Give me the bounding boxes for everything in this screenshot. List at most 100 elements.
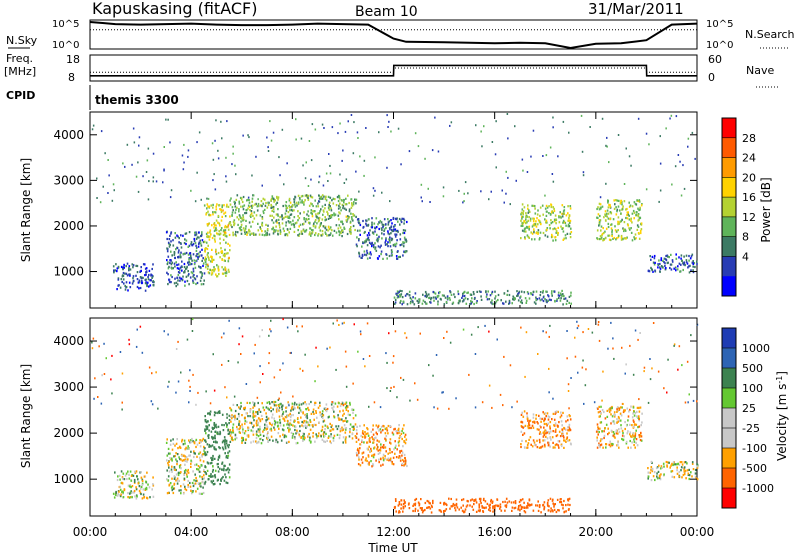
echo-cell bbox=[176, 463, 178, 466]
echo-cell bbox=[238, 210, 240, 213]
echo-cell bbox=[538, 238, 541, 241]
echo-cell bbox=[133, 478, 136, 482]
echo-cell bbox=[184, 238, 186, 241]
echo-cell bbox=[397, 295, 399, 298]
echo-cell bbox=[395, 456, 398, 459]
echo-cell bbox=[609, 205, 611, 208]
echo-cell bbox=[303, 432, 305, 436]
echo-cell bbox=[427, 506, 429, 509]
echo-cell bbox=[363, 174, 365, 177]
echo-cell bbox=[137, 161, 139, 164]
echo-cell bbox=[465, 302, 468, 305]
echo-cell bbox=[171, 489, 174, 492]
echo-cell bbox=[117, 278, 120, 281]
echo-cell bbox=[136, 328, 138, 331]
echo-cell bbox=[167, 452, 170, 455]
echo-cell bbox=[121, 280, 123, 284]
echo-cell bbox=[617, 420, 619, 423]
echo-cell bbox=[214, 240, 216, 243]
echo-cell bbox=[175, 473, 178, 476]
echo-cell bbox=[219, 208, 221, 211]
echo-cell bbox=[273, 428, 276, 431]
echo-cell bbox=[647, 401, 650, 404]
echo-cell bbox=[290, 409, 292, 412]
echo-cell bbox=[191, 330, 194, 332]
echo-cell bbox=[550, 203, 552, 206]
echo-cell bbox=[177, 235, 179, 238]
echo-cell bbox=[518, 505, 520, 508]
echo-cell bbox=[528, 424, 531, 427]
echo-cell bbox=[525, 222, 527, 225]
echo-cell bbox=[648, 270, 651, 273]
echo-cell bbox=[513, 296, 515, 299]
echo-cell bbox=[170, 232, 172, 235]
echo-cell bbox=[490, 498, 493, 502]
echo-cell bbox=[638, 417, 640, 421]
echo-cell bbox=[218, 230, 220, 233]
echo-cell bbox=[217, 221, 219, 224]
echo-cell bbox=[553, 508, 556, 511]
echo-cell bbox=[192, 281, 195, 284]
echo-cell bbox=[507, 176, 509, 179]
echo-cell bbox=[362, 225, 365, 229]
echo-cell bbox=[339, 122, 341, 125]
echo-cell bbox=[362, 241, 364, 244]
echo-cell bbox=[444, 296, 447, 299]
echo-cell bbox=[404, 229, 407, 232]
echo-cell bbox=[347, 194, 349, 197]
echo-cell bbox=[671, 475, 674, 478]
echo-cell bbox=[296, 204, 298, 207]
echo-cell bbox=[241, 441, 243, 444]
echo-cell bbox=[130, 490, 132, 493]
echo-cell bbox=[172, 491, 175, 495]
echo-cell bbox=[343, 207, 346, 210]
echo-cell bbox=[209, 214, 212, 217]
echo-cell bbox=[380, 250, 383, 253]
echo-cell bbox=[166, 271, 168, 274]
echo-cell bbox=[138, 136, 141, 139]
echo-cell bbox=[206, 223, 209, 226]
echo-cell bbox=[339, 212, 341, 215]
echo-cell bbox=[151, 267, 153, 271]
echo-cell bbox=[568, 426, 570, 429]
echo-cell bbox=[176, 460, 178, 463]
echo-cell bbox=[253, 404, 255, 407]
echo-cell bbox=[371, 465, 373, 468]
echo-cell bbox=[539, 214, 541, 217]
echo-cell bbox=[220, 336, 223, 339]
echo-cell bbox=[680, 461, 683, 464]
echo-cell bbox=[260, 414, 263, 417]
echo-cell bbox=[341, 418, 343, 421]
echo-cell bbox=[671, 259, 674, 262]
echo-cell bbox=[141, 482, 144, 485]
echo-cell bbox=[132, 277, 134, 280]
echo-cell bbox=[517, 293, 519, 296]
echo-cell bbox=[287, 220, 290, 223]
echo-cell bbox=[520, 505, 523, 508]
echo-cell bbox=[568, 295, 571, 298]
echo-cell bbox=[176, 263, 178, 267]
echo-cell bbox=[319, 404, 321, 407]
echo-cell bbox=[273, 200, 275, 203]
echo-cell bbox=[543, 508, 545, 511]
echo-cell bbox=[326, 439, 328, 442]
echo-cell bbox=[508, 500, 511, 503]
echo-cell bbox=[640, 431, 642, 434]
echo-cell bbox=[681, 476, 683, 479]
echo-cell bbox=[448, 407, 450, 410]
echo-cell bbox=[198, 452, 200, 455]
echo-cell bbox=[306, 417, 309, 420]
echo-cell bbox=[679, 160, 681, 163]
echo-cell bbox=[536, 504, 539, 507]
echo-cell bbox=[208, 474, 210, 478]
nave-tick-top: 60 bbox=[708, 53, 722, 66]
echo-cell bbox=[223, 229, 225, 232]
echo-cell bbox=[526, 171, 529, 173]
echo-cell bbox=[626, 223, 629, 226]
echo-cell bbox=[607, 206, 610, 209]
echo-cell bbox=[603, 434, 606, 437]
echo-cell bbox=[142, 488, 145, 491]
echo-cell bbox=[257, 422, 259, 425]
echo-cell bbox=[276, 213, 279, 216]
echo-cell bbox=[359, 464, 362, 467]
